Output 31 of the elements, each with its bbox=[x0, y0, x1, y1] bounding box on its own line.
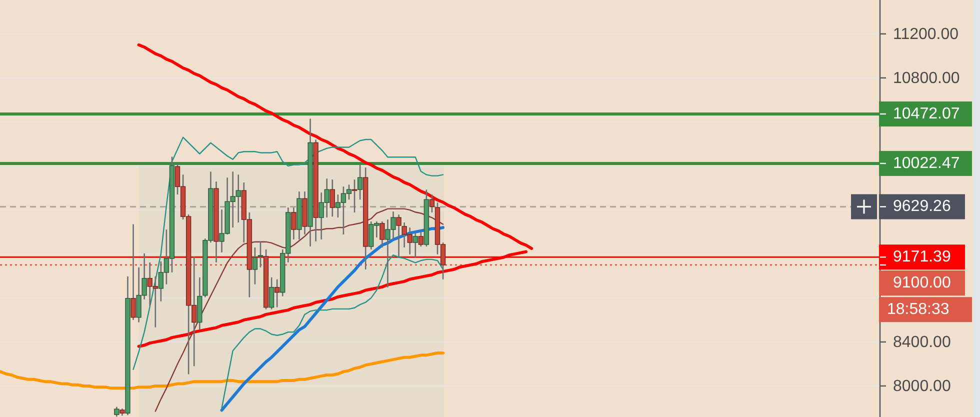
candlestick bbox=[412, 232, 418, 258]
ref-line-label: 10472.07 bbox=[893, 105, 960, 122]
candlestick bbox=[429, 194, 435, 214]
line-series bbox=[221, 254, 444, 409]
candlestick bbox=[357, 164, 363, 200]
y-tick-label: 11200.00 bbox=[893, 26, 959, 44]
candlestick bbox=[130, 224, 136, 321]
candlestick bbox=[252, 246, 258, 285]
candlestick bbox=[268, 276, 274, 310]
candlestick bbox=[274, 278, 280, 308]
candlestick bbox=[352, 178, 358, 214]
y-tick-label: 8000.00 bbox=[893, 378, 951, 396]
ref-line-label: 9629.26 bbox=[893, 198, 951, 216]
y-tick-label: 8400.00 bbox=[893, 334, 951, 352]
line-series bbox=[0, 351, 445, 390]
text: 18:58:33 bbox=[887, 301, 950, 318]
line-series bbox=[154, 208, 444, 412]
candlestick bbox=[114, 406, 120, 417]
line-series bbox=[132, 136, 444, 370]
candlestick bbox=[291, 206, 296, 240]
ref-line-label: 10022.47 bbox=[893, 154, 960, 172]
line-series bbox=[137, 43, 534, 250]
ref-line-label: 9171.39 bbox=[893, 248, 951, 266]
line-series bbox=[220, 226, 445, 412]
ref-line-label: 9100.00 bbox=[893, 274, 951, 292]
candlestick bbox=[396, 214, 402, 258]
candlestick bbox=[418, 230, 424, 248]
y-tick-label: 10800.00 bbox=[893, 70, 960, 88]
candlestick bbox=[258, 240, 264, 268]
candlestick bbox=[330, 178, 335, 218]
candlestick bbox=[380, 220, 385, 248]
